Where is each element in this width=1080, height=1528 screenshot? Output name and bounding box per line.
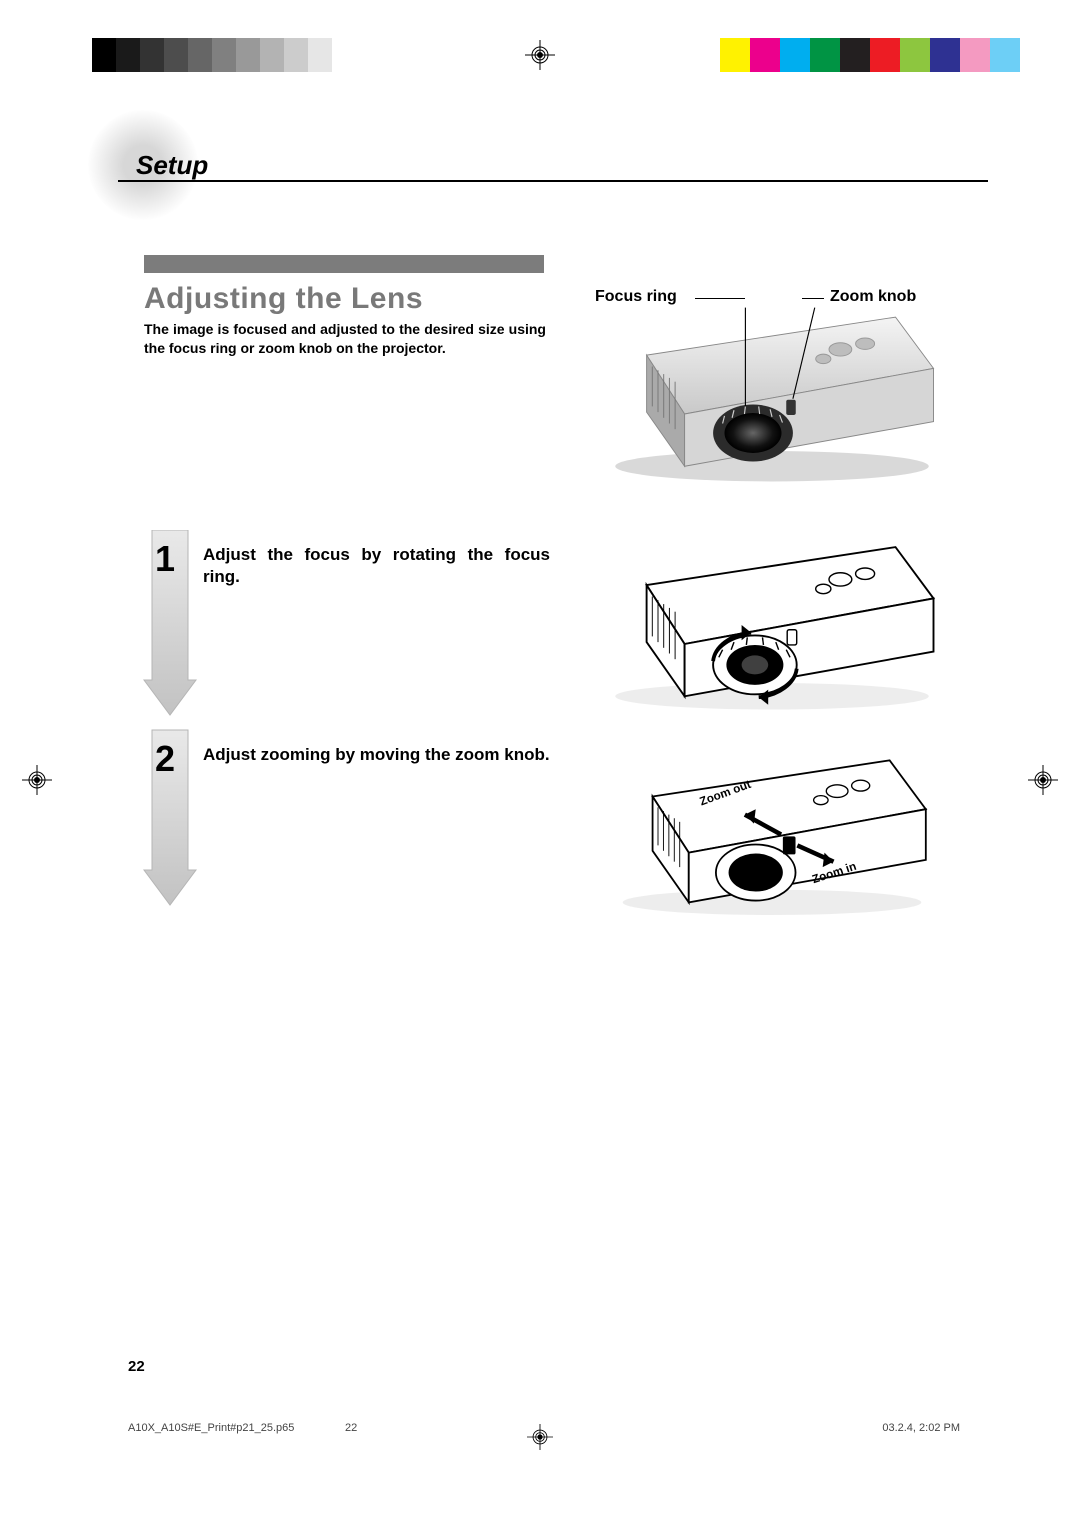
- leader-line: [802, 298, 824, 299]
- page: Setup Adjusting the Lens The image is fo…: [0, 0, 1080, 1528]
- page-header: Setup: [118, 150, 988, 181]
- registration-mark-icon: [22, 765, 52, 795]
- gray-swatch: [308, 38, 332, 72]
- step-2: 2 Adjust zooming by moving the zoom knob…: [155, 744, 550, 766]
- gray-swatch: [92, 38, 116, 72]
- gray-swatch: [284, 38, 308, 72]
- footer-timestamp: 03.2.4, 2:02 PM: [882, 1422, 960, 1434]
- footer-page: 22: [345, 1422, 357, 1434]
- step-text: Adjust the focus by rotating the focus r…: [203, 544, 550, 588]
- color-swatches: [720, 38, 1020, 72]
- gray-swatch: [212, 38, 236, 72]
- color-swatch: [900, 38, 930, 72]
- step-number: 1: [155, 538, 175, 580]
- step-number: 2: [155, 738, 175, 780]
- color-swatch: [750, 38, 780, 72]
- figure-projector-focus: [582, 530, 962, 720]
- gray-swatch: [164, 38, 188, 72]
- step-text: Adjust zooming by moving the zoom knob.: [203, 744, 550, 766]
- header-rule: [118, 180, 988, 182]
- color-swatch: [960, 38, 990, 72]
- color-swatch: [990, 38, 1020, 72]
- color-swatch: [930, 38, 960, 72]
- gray-swatch: [260, 38, 284, 72]
- print-footer: A10X_A10S#E_Print#p21_25.p65 22 03.2.4, …: [0, 1422, 1080, 1452]
- header-title: Setup: [118, 150, 988, 181]
- leader-line: [695, 298, 745, 299]
- registration-mark-icon: [1028, 765, 1058, 795]
- step-1: 1 Adjust the focus by rotating the focus…: [155, 544, 550, 588]
- section-title: Adjusting the Lens: [144, 282, 423, 316]
- color-swatch: [870, 38, 900, 72]
- gray-swatch: [236, 38, 260, 72]
- section-intro: The image is focused and adjusted to the…: [144, 320, 546, 358]
- gray-swatch: [140, 38, 164, 72]
- registration-mark-icon: [527, 1424, 553, 1450]
- color-swatch: [720, 38, 750, 72]
- color-swatch: [840, 38, 870, 72]
- color-swatch: [810, 38, 840, 72]
- figure-projector-zoom: Zoom out Zoom in: [582, 735, 962, 925]
- grayscale-swatches: [92, 38, 332, 72]
- footer-filename: A10X_A10S#E_Print#p21_25.p65: [128, 1422, 294, 1434]
- figure-projector-photo: [582, 300, 962, 490]
- color-swatch: [780, 38, 810, 72]
- print-calibration-strip: [0, 38, 1080, 72]
- section-band: [144, 255, 544, 273]
- gray-swatch: [188, 38, 212, 72]
- registration-mark-icon: [525, 40, 555, 70]
- page-number: 22: [128, 1358, 145, 1375]
- gray-swatch: [116, 38, 140, 72]
